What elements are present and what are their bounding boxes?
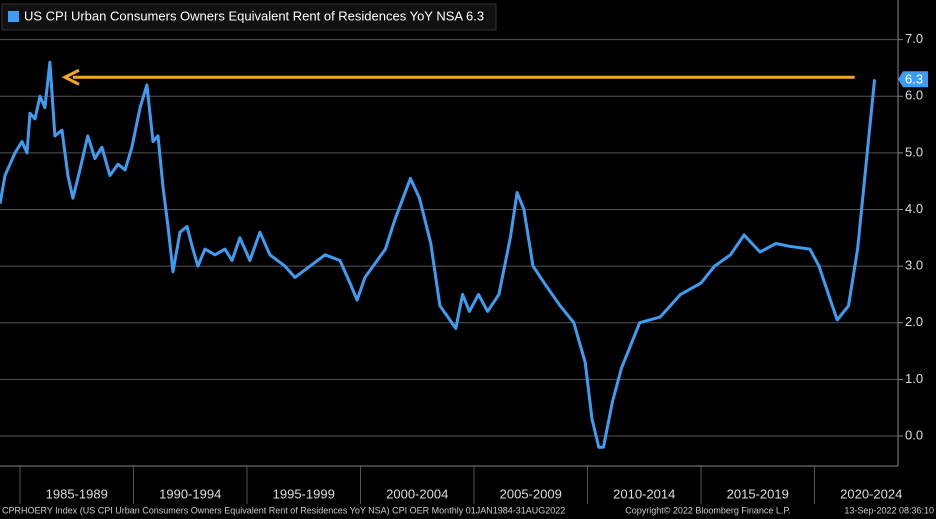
x-tick-label: 2000-2004 [386,486,448,501]
y-tick-label: 1.0 [905,371,923,386]
footer-left: CPRHOERY Index (US CPI Urban Consumers O… [2,505,565,515]
x-tick-label: 1990-1994 [159,486,221,501]
legend-box [1,3,497,31]
annotation-arrowhead [61,68,80,86]
last-value-box [898,71,928,88]
y-tick-label: 7.0 [905,31,923,46]
y-tick-label: 2.0 [905,314,923,329]
footer-center: Copyright© 2022 Bloomberg Finance L.P. [625,505,791,515]
y-tick-label: 0.0 [905,427,923,442]
y-tick-label: 6.0 [905,88,923,103]
y-tick-label: 3.0 [905,258,923,273]
legend-title: US CPI Urban Consumers Owners Equivalent… [24,8,484,23]
x-tick-label: 1985-1989 [46,486,108,501]
x-tick-label: 1995-1999 [273,486,335,501]
x-tick-label: 2015-2019 [727,486,789,501]
footer-right: 13-Sep-2022 08:36:10 [844,505,934,515]
x-tick-label: 2010-2014 [613,486,675,501]
y-tick-label: 4.0 [905,201,923,216]
legend-swatch [8,11,19,22]
data-line [0,60,877,449]
last-value-label: 6.3 [905,72,923,87]
x-tick-label: 2005-2009 [500,486,562,501]
x-tick-label: 2020-2024 [840,486,902,501]
y-tick-label: 5.0 [905,144,923,159]
